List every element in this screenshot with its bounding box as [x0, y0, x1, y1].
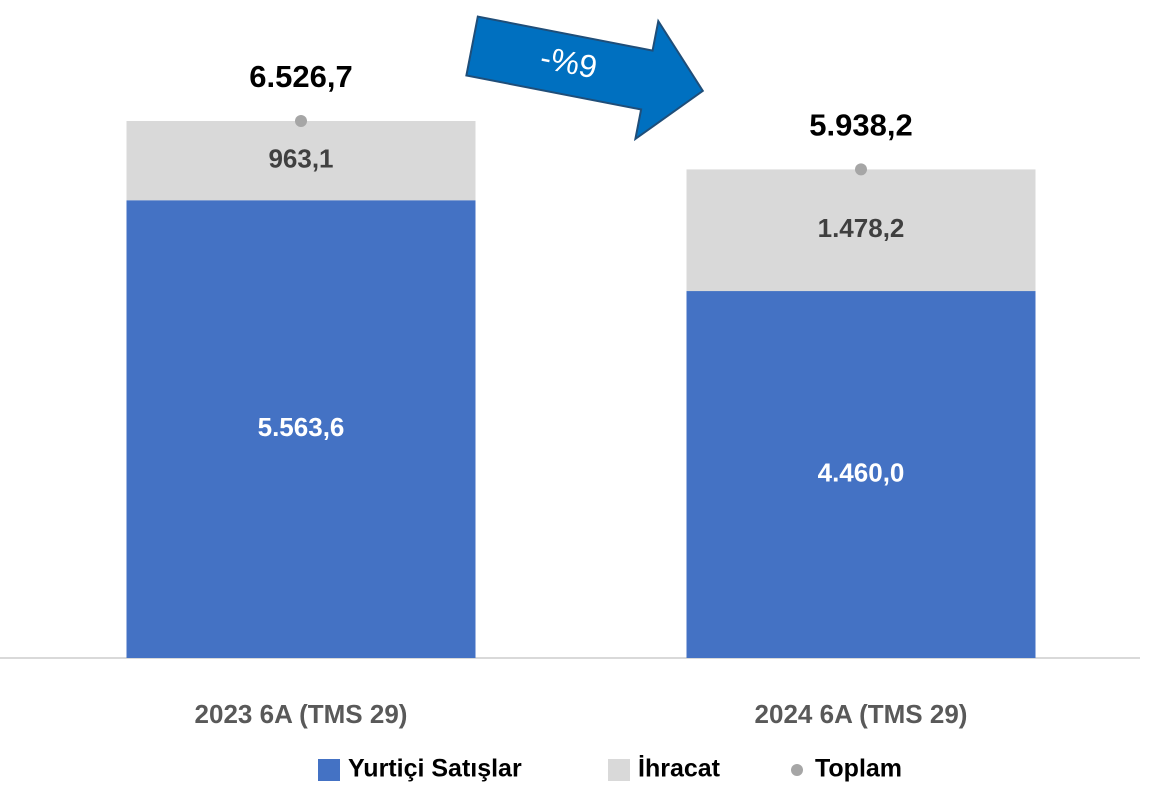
legend-label: Yurtiçi Satışlar [348, 755, 522, 783]
legend-symbol [318, 759, 340, 781]
bar-segment [686, 291, 1036, 658]
value-label: 1.478,2 [818, 213, 905, 243]
value-label: 5.563,6 [258, 412, 345, 442]
total-dot [295, 115, 307, 127]
legend-label: Toplam [815, 755, 902, 783]
total-label: 5.938,2 [809, 108, 912, 143]
legend-symbol [791, 764, 803, 776]
bar-segment [126, 200, 476, 658]
legend-label: İhracat [638, 755, 721, 783]
total-dot [855, 163, 867, 176]
x-tick-label: 2023 6A (TMS 29) [195, 699, 408, 729]
x-tick-label: 2024 6A (TMS 29) [755, 699, 968, 729]
bar-segment [686, 169, 1036, 292]
arrow-shape [465, 15, 705, 142]
total-label: 6.526,7 [249, 59, 352, 94]
change-arrow: -%9 [465, 15, 705, 142]
legend-symbol [608, 759, 630, 781]
bar-segment [126, 121, 476, 201]
value-label: 4.460,0 [818, 457, 905, 487]
value-label: 963,1 [268, 143, 333, 173]
